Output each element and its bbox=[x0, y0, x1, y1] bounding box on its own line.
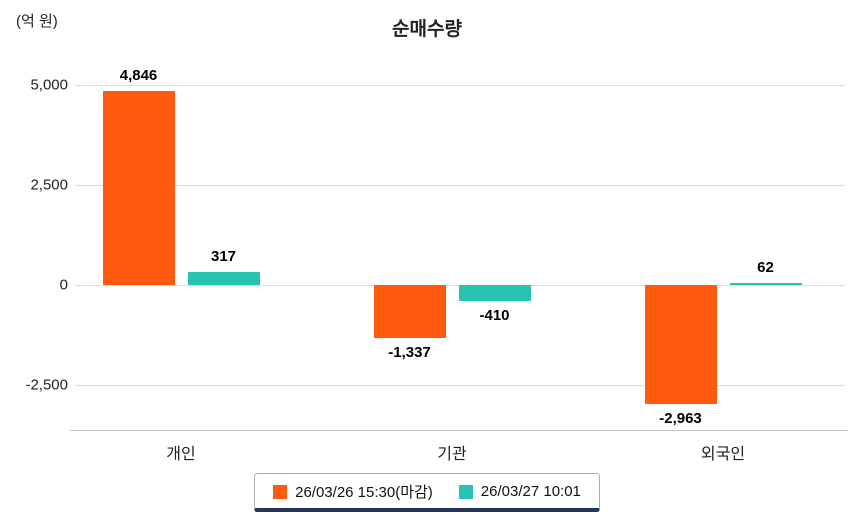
bar-series2-2 bbox=[729, 282, 802, 285]
legend-label: 26/03/27 10:01 bbox=[480, 483, 581, 500]
y-axis-unit-label: (억 원) bbox=[16, 13, 58, 30]
bar-value-label: -2,963 bbox=[659, 409, 702, 427]
bar-value-label: -410 bbox=[479, 307, 510, 325]
x-axis-category-label: 기관 bbox=[437, 446, 467, 463]
legend-item-2: 26/03/27 10:01 bbox=[458, 483, 581, 500]
legend: 26/03/26 15:30(마감) 26/03/27 10:01 bbox=[254, 473, 600, 512]
bar-series1-2 bbox=[644, 285, 717, 404]
bar-series2-1 bbox=[458, 285, 531, 302]
gridline bbox=[75, 185, 845, 186]
y-axis-tick-label: 2,500 bbox=[30, 176, 68, 194]
bar-series1-0 bbox=[102, 91, 175, 285]
bar-value-label: -1,337 bbox=[388, 344, 431, 362]
bar-value-label: 62 bbox=[757, 258, 774, 276]
x-axis-category-label: 개인 bbox=[166, 446, 196, 463]
bar-series1-1 bbox=[373, 285, 446, 339]
x-axis-line bbox=[70, 430, 848, 431]
legend-swatch-icon bbox=[273, 484, 288, 499]
y-axis-tick-label: -2,500 bbox=[25, 376, 68, 394]
legend-item-1: 26/03/26 15:30(마감) bbox=[273, 481, 433, 502]
legend-label: 26/03/26 15:30(마감) bbox=[295, 484, 433, 501]
x-axis-category-label: 외국인 bbox=[700, 446, 746, 463]
chart-title: 순매수량 bbox=[392, 19, 462, 40]
gridline bbox=[75, 385, 845, 386]
gridline bbox=[75, 85, 845, 86]
legend-wrap: 26/03/26 15:30(마감) 26/03/27 10:01 bbox=[0, 473, 854, 512]
bar-series2-0 bbox=[187, 272, 260, 285]
legend-swatch-icon bbox=[458, 484, 473, 499]
bar-value-label: 4,846 bbox=[119, 67, 158, 85]
y-axis-tick-label: 0 bbox=[59, 276, 68, 294]
bar-value-label: 317 bbox=[210, 248, 237, 266]
y-axis-tick-label: 5,000 bbox=[30, 76, 68, 94]
